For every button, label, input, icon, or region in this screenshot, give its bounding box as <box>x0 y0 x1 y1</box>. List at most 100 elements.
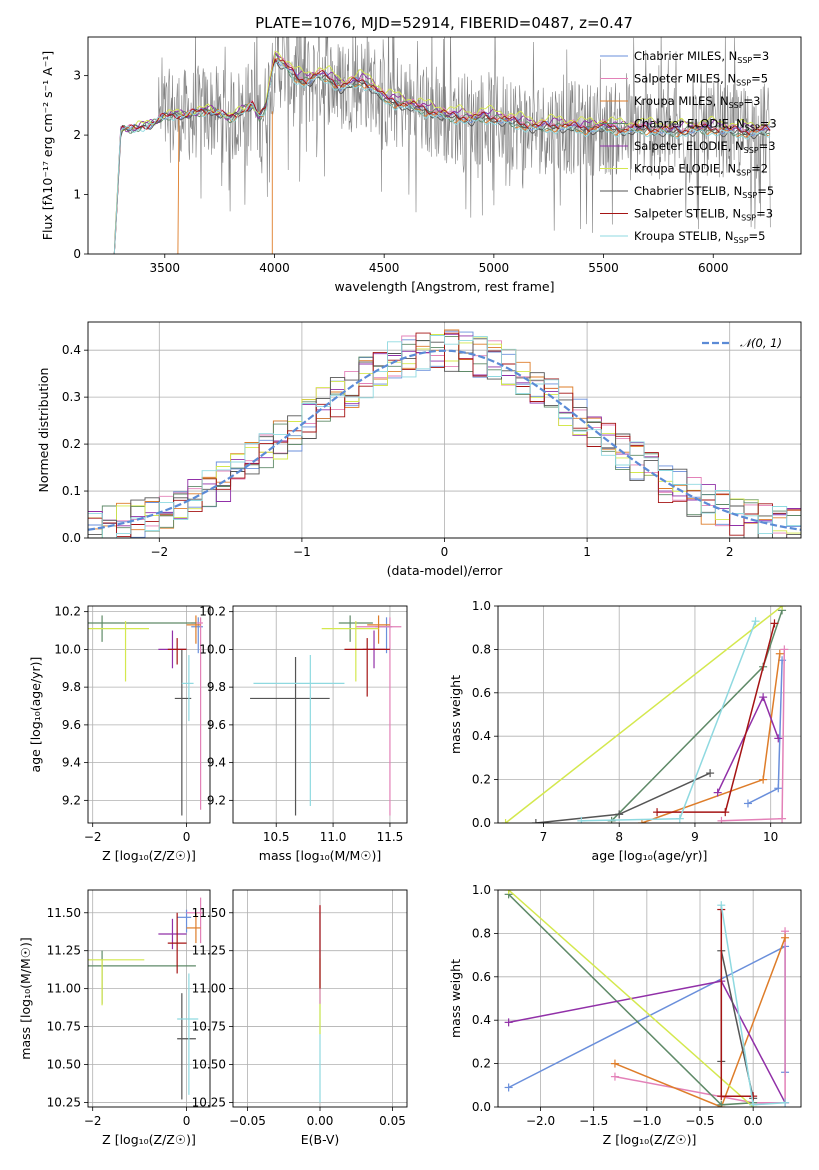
y-tick-label: 1.0 <box>472 599 491 613</box>
y-tick-label: 0.4 <box>62 343 81 357</box>
x-tick-label: −1 <box>293 545 311 559</box>
y-tick-label: 0.4 <box>472 729 491 743</box>
weight-series-kroupa-elodie <box>504 890 758 1107</box>
data-spectrum-line <box>114 37 771 254</box>
weight-series-kroupa-elodie <box>501 606 787 823</box>
x-tick-label: −2 <box>84 1114 102 1128</box>
errorbar-point-salpeter-stelib <box>344 638 390 697</box>
y-tick-label: 10.25 <box>192 1095 226 1109</box>
x-tick-label: 3500 <box>150 261 181 275</box>
y-tick-label: 9.6 <box>207 718 226 732</box>
y-axis-label: Normed distribution <box>36 368 51 493</box>
y-tick-label: 10.2 <box>199 605 226 619</box>
y-tick-label: 0.8 <box>472 926 491 940</box>
x-tick-label: 0.00 <box>307 1114 334 1128</box>
y-tick-label: 10.50 <box>192 1058 226 1072</box>
weight-series-chabrier-elodie <box>607 606 787 823</box>
errorbar-point-kroupa-elodie <box>88 621 149 682</box>
y-tick-label: 10.2 <box>54 605 81 619</box>
x-axis-label: E(B-V) <box>301 1132 340 1147</box>
x-tick-label: 10.5 <box>263 830 290 844</box>
x-tick-label: 11.0 <box>320 830 347 844</box>
weight-series-salpeter-elodie <box>713 693 783 797</box>
y-tick-label: 0.2 <box>472 1057 491 1071</box>
y-axis-label: Flux [fλ10⁻¹⁷ erg cm⁻² s⁻¹ A⁻¹] <box>40 51 55 240</box>
x-tick-label: 0.05 <box>379 1114 406 1128</box>
y-tick-label: 0.0 <box>472 816 491 830</box>
weight-series-kroupa-miles <box>610 933 790 1107</box>
x-tick-label: 8 <box>615 830 623 844</box>
plot-area-residuals <box>88 329 801 538</box>
y-tick-label: 9.8 <box>62 680 81 694</box>
y-tick-label: 0.6 <box>472 686 491 700</box>
axes-weight-vs-z: −2.0 −1.5 −1.0 −0.5 0.0 0.0 0.2 0.4 0.6 0.8 1.0 Z [… <box>448 883 802 1147</box>
x-axis-label: Z [log₁₀(Z/Z☉)] <box>102 848 196 863</box>
y-tick-label: 11.00 <box>47 982 81 996</box>
y-tick-label: 10.75 <box>47 1020 81 1034</box>
model-line-kroupa-stelib <box>113 60 771 254</box>
y-axis-label: mass weight <box>448 959 463 1038</box>
y-tick-label: 0.8 <box>472 642 491 656</box>
legend-entry: Salpeter ELODIE, NSSP=3 <box>634 139 776 155</box>
plot-area-spectrum <box>113 37 771 254</box>
y-tick-label: 10.25 <box>47 1095 81 1109</box>
y-tick-label: 0.1 <box>62 484 81 498</box>
axes-age-vs-z: −2 0 9.2 9.4 9.6 9.8 10.0 10.2 Z [log₁₀(Z/Z☉)] ag… <box>28 605 211 863</box>
x-tick-label: −1.5 <box>579 1114 608 1128</box>
axes-mass-vs-ebv: −0.05 0.00 0.05 10.25 10.50 10.75 11.00 11.25 11… <box>192 889 408 1147</box>
x-axis-label: mass [log₁₀(M/M☉)] <box>259 848 381 863</box>
x-tick-label: −0.05 <box>229 1114 266 1128</box>
legend-entry: Chabrier STELIB, NSSP=5 <box>634 184 774 200</box>
model-line-salpeter-stelib <box>113 58 771 254</box>
x-tick-label: 7 <box>540 830 548 844</box>
y-tick-label: 0.0 <box>62 531 81 545</box>
errorbar-point-kroupa-elodie <box>88 959 145 1006</box>
weight-series-salpeter-miles <box>717 645 789 823</box>
y-tick-label: 0.2 <box>472 773 491 787</box>
legend-entry: Chabrier MILES, NSSP=3 <box>634 49 769 65</box>
y-tick-label: 1 <box>73 188 81 202</box>
errorbar-point-chabrier-miles <box>177 909 192 933</box>
y-tick-label: 10.50 <box>47 1058 81 1072</box>
normal-curve <box>88 349 801 531</box>
x-tick-label: 4500 <box>369 261 400 275</box>
errorbar-point-salpeter-elodie <box>158 918 187 950</box>
x-tick-label: 6000 <box>698 261 729 275</box>
x-tick-label: 1 <box>583 545 591 559</box>
weight-series-kroupa-stelib <box>577 617 760 823</box>
x-tick-label: −0.5 <box>685 1114 714 1128</box>
errorbar-point-salpeter-stelib <box>167 912 187 974</box>
weight-series-chabrier-stelib <box>531 769 715 823</box>
errorbar-point-kroupa-stelib <box>253 655 345 807</box>
axes-frame <box>232 605 408 824</box>
model-line-salpeter-miles <box>113 56 771 254</box>
y-axis-label: mass [log₁₀(M/M☉)] <box>18 937 33 1059</box>
x-axis-label: (data-model)/error <box>387 563 504 578</box>
legend-entry: Kroupa MILES, NSSP=3 <box>634 94 760 110</box>
y-tick-label: 2 <box>73 128 81 142</box>
legend: Chabrier MILES, NSSP=3 Salpeter MILES, NS… <box>600 49 777 245</box>
legend-entry: Salpeter MILES, NSSP=5 <box>634 72 768 88</box>
y-tick-label: 0 <box>73 247 81 261</box>
x-tick-label: 5000 <box>479 261 510 275</box>
x-tick-label: 4000 <box>259 261 290 275</box>
histogram-kroupa-stelib <box>88 335 801 538</box>
y-tick-label: 9.8 <box>207 680 226 694</box>
plot-area-mass-vs-z <box>88 897 203 1100</box>
x-tick-label: 0 <box>441 545 449 559</box>
x-axis-label: age [log₁₀(age/yr)] <box>592 848 708 863</box>
axes-frame <box>87 889 211 1108</box>
y-tick-label: 0.6 <box>472 970 491 984</box>
axes-residuals: −2 −1 0 1 2 0.0 0.1 0.2 0.3 0.4 (data-model)/error… <box>36 321 802 578</box>
y-tick-label: 11.00 <box>192 982 226 996</box>
plot-area-age-vs-z <box>88 615 203 816</box>
errorbar-point-kroupa-miles <box>186 912 201 944</box>
y-tick-label: 0.4 <box>472 1013 491 1027</box>
y-tick-label: 10.0 <box>54 642 81 656</box>
y-tick-label: 9.4 <box>62 756 81 770</box>
x-axis-label: Z [log₁₀(Z/Z☉)] <box>603 1132 697 1147</box>
x-tick-label: −2 <box>150 545 168 559</box>
weight-series-kroupa-miles <box>637 649 784 823</box>
figure-title: PLATE=1076, MJD=52914, FIBERID=0487, z=0… <box>255 14 633 32</box>
